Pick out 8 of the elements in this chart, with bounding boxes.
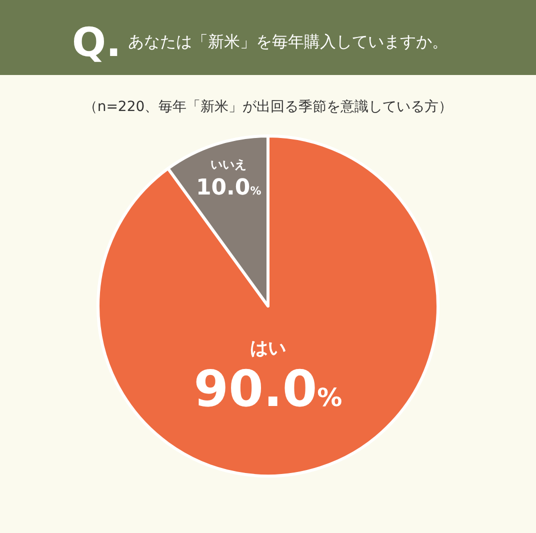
data-label: 90.0% [194, 360, 342, 418]
text: Q. [72, 20, 122, 66]
slice-label: はい [250, 338, 286, 359]
chart-title: あなたは「新米」を毎年購入していますか。 [128, 32, 448, 51]
chart-subtitle: （n=220、毎年「新米」が出回る季節を意識している方） [83, 99, 453, 115]
slice-label: いいえ [210, 158, 247, 172]
data-label: 10.0% [196, 176, 262, 201]
pie-slice [96, 134, 440, 478]
